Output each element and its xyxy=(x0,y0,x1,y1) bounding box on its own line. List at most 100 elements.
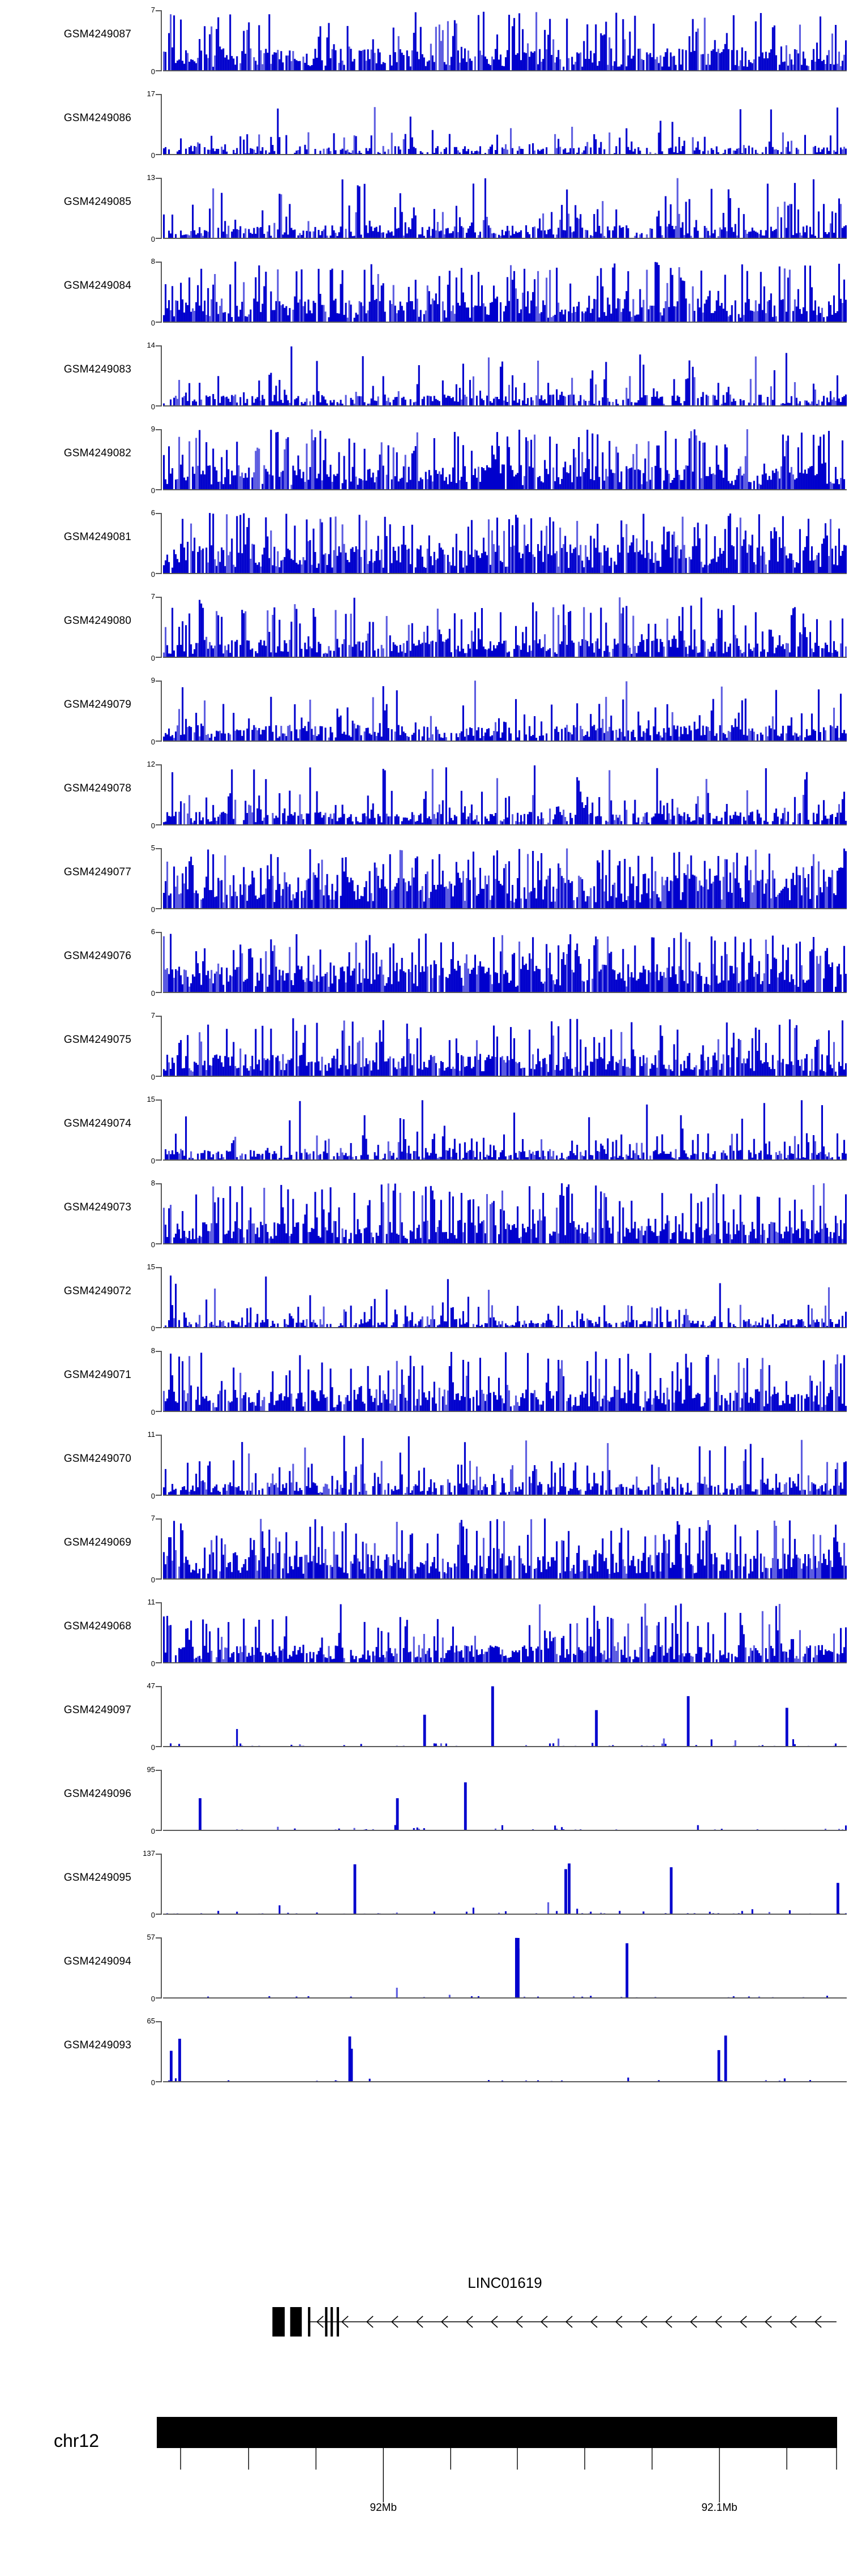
track-y-axis: 137 0 xyxy=(143,1850,162,1919)
coverage-plot[interactable] xyxy=(163,681,847,742)
coverage-plot[interactable] xyxy=(163,1602,847,1663)
coverage-track-row: GSM4249087 7 0 xyxy=(0,0,849,84)
y-axis-min-label: 0 xyxy=(151,738,155,746)
y-axis-tick-bottom xyxy=(156,1076,162,1077)
coverage-track-row: GSM4249072 15 0 xyxy=(0,1257,849,1341)
y-axis-tick-top xyxy=(156,1854,162,1855)
coverage-plot[interactable] xyxy=(163,1267,847,1328)
coverage-plot[interactable] xyxy=(163,1351,847,1412)
y-axis-max-label: 6 xyxy=(151,927,155,936)
coverage-plot[interactable] xyxy=(163,178,847,239)
y-axis-spine xyxy=(161,1099,162,1161)
y-axis-tick-top xyxy=(156,1016,162,1017)
coverage-plot[interactable] xyxy=(163,1016,847,1077)
coverage-plot[interactable] xyxy=(163,262,847,323)
coverage-track-row: GSM4249097 47 0 xyxy=(0,1676,849,1760)
y-axis-tick-bottom xyxy=(156,238,162,239)
y-axis-max-label: 12 xyxy=(147,760,155,768)
coverage-track-row: GSM4249081 6 0 xyxy=(0,503,849,587)
track-sample-label: GSM4249081 xyxy=(63,531,131,543)
coverage-track-row: GSM4249077 5 0 xyxy=(0,838,849,922)
coverage-plot[interactable] xyxy=(163,345,847,406)
track-sample-label: GSM4249076 xyxy=(63,950,131,962)
coverage-plot[interactable] xyxy=(163,94,847,155)
coverage-plot[interactable] xyxy=(163,1518,847,1580)
coverage-plot[interactable] xyxy=(163,597,847,658)
y-axis-spine xyxy=(161,848,162,909)
coverage-plot[interactable] xyxy=(163,932,847,993)
y-axis-spine xyxy=(161,1435,162,1496)
track-sample-label: GSM4249074 xyxy=(63,1118,131,1129)
coverage-track-row: GSM4249074 15 0 xyxy=(0,1089,849,1173)
coverage-plot[interactable] xyxy=(163,1435,847,1496)
coverage-plot[interactable] xyxy=(163,1854,847,1915)
gene-model[interactable] xyxy=(163,2306,847,2338)
coverage-baseline xyxy=(163,1243,847,1244)
coverage-plot[interactable] xyxy=(163,429,847,490)
coverage-track-row: GSM4249084 8 0 xyxy=(0,251,849,335)
track-y-axis: 15 0 xyxy=(143,1263,162,1332)
coverage-plot[interactable] xyxy=(163,1937,847,1999)
y-axis-tick-top xyxy=(156,932,162,933)
y-axis-tick-bottom xyxy=(156,1243,162,1244)
coverage-baseline xyxy=(163,908,847,909)
y-axis-max-label: 15 xyxy=(147,1095,155,1103)
y-axis-max-label: 9 xyxy=(151,676,155,684)
coverage-baseline xyxy=(163,573,847,574)
y-axis-spine xyxy=(161,1267,162,1328)
y-axis-spine xyxy=(161,1854,162,1915)
coverage-plot[interactable] xyxy=(163,513,847,574)
coverage-track-row: GSM4249078 12 0 xyxy=(0,754,849,838)
coverage-plot[interactable] xyxy=(163,1770,847,1831)
track-y-axis: 47 0 xyxy=(143,1682,162,1751)
y-axis-min-label: 0 xyxy=(151,1995,155,2003)
y-axis-min-label: 0 xyxy=(151,989,155,998)
coverage-baseline xyxy=(163,657,847,658)
coverage-baseline xyxy=(163,2081,847,2082)
y-axis-tick-bottom xyxy=(156,70,162,71)
coverage-plot[interactable] xyxy=(163,764,847,825)
y-axis-min-label: 0 xyxy=(151,821,155,830)
coverage-plot[interactable] xyxy=(163,1686,847,1747)
y-axis-tick-top xyxy=(156,178,162,179)
track-sample-label: GSM4249094 xyxy=(63,1955,131,1967)
y-axis-min-label: 0 xyxy=(151,1073,155,1081)
y-axis-max-label: 95 xyxy=(147,1765,155,1774)
y-axis-spine xyxy=(161,262,162,323)
y-axis-min-label: 0 xyxy=(151,235,155,243)
coverage-baseline xyxy=(163,154,847,155)
coverage-plot[interactable] xyxy=(163,848,847,909)
track-sample-label: GSM4249080 xyxy=(63,615,131,627)
track-sample-label: GSM4249093 xyxy=(63,2039,131,2051)
coverage-tracks-container: GSM4249087 7 0 GSM4249086 17 0 GSM4249085 13 0 GS… xyxy=(0,0,849,2086)
y-axis-max-label: 11 xyxy=(147,1598,156,1606)
y-axis-spine xyxy=(161,932,162,993)
coverage-baseline xyxy=(163,238,847,239)
coverage-plot[interactable] xyxy=(163,1183,847,1244)
y-axis-max-label: 8 xyxy=(151,1179,155,1187)
track-sample-label: GSM4249073 xyxy=(63,1201,131,1213)
y-axis-min-label: 0 xyxy=(151,1492,155,1500)
chromosome-label: chr12 xyxy=(53,2430,100,2451)
chromosome-tick-label: 92Mb xyxy=(370,2502,397,2514)
coverage-plot[interactable] xyxy=(163,1099,847,1161)
y-axis-spine xyxy=(161,1016,162,1077)
y-axis-tick-bottom xyxy=(156,1746,162,1747)
coverage-track-row: GSM4249075 7 0 xyxy=(0,1005,849,1089)
coverage-plot[interactable] xyxy=(163,10,847,71)
track-sample-label: GSM4249087 xyxy=(63,28,131,40)
chromosome-coordinate-axis: 92Mb 92.1Mb xyxy=(157,2448,837,2527)
y-axis-tick-bottom xyxy=(156,154,162,155)
track-sample-label: GSM4249077 xyxy=(63,866,131,878)
y-axis-tick-top xyxy=(156,262,162,263)
coverage-plot[interactable] xyxy=(163,2021,847,2082)
y-axis-tick-top xyxy=(156,1183,162,1184)
y-axis-tick-top xyxy=(156,429,162,430)
